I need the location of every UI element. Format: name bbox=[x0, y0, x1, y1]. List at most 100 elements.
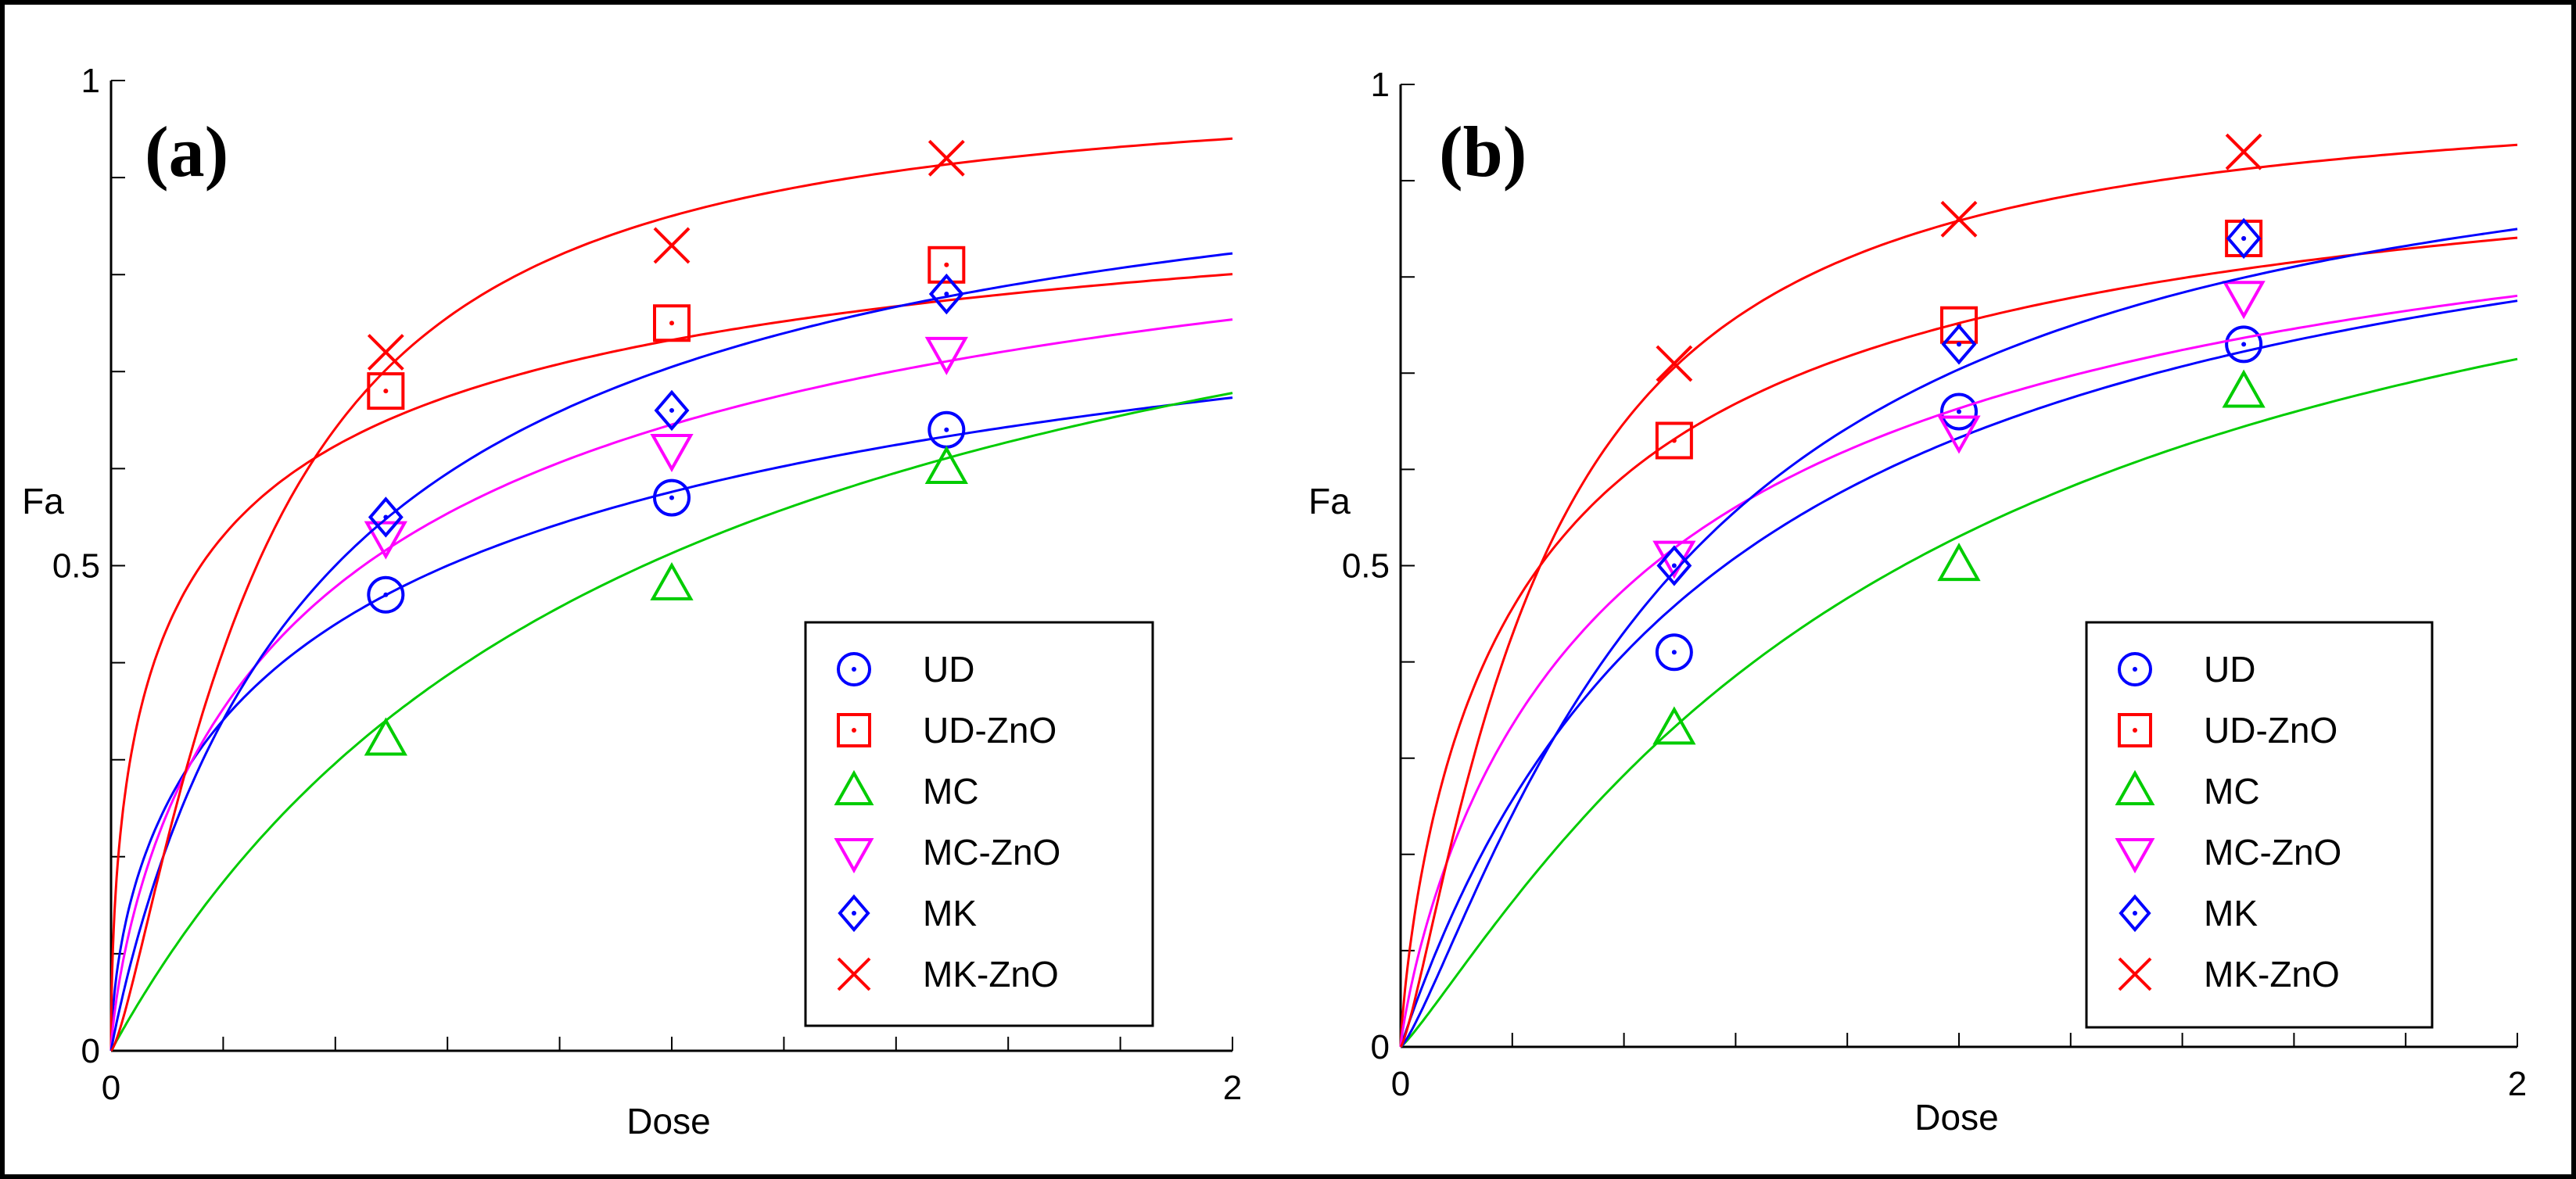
legend-label-mc-zno: MC-ZnO bbox=[923, 832, 1060, 873]
marker-center-dot bbox=[669, 321, 674, 326]
legend-marker-mc bbox=[2115, 769, 2155, 805]
data-point-ud bbox=[1655, 633, 1693, 672]
data-point-mk bbox=[2226, 217, 2262, 260]
data-point-mc bbox=[1652, 706, 1696, 745]
y-tick-label: 1 bbox=[81, 62, 100, 100]
legend-label-mk-zno: MK-ZnO bbox=[923, 954, 1059, 994]
data-point-mc bbox=[924, 446, 968, 484]
data-point-mc bbox=[650, 561, 694, 600]
marker-center-dot bbox=[852, 728, 856, 733]
marker-triangle-up-shape bbox=[2222, 369, 2266, 408]
marker-center-dot bbox=[1957, 409, 1961, 414]
data-point-mk-zno bbox=[927, 139, 965, 177]
y-axis-label: Fa bbox=[22, 481, 64, 521]
marker-square-shape bbox=[927, 245, 966, 284]
fit-curve-mc-zno bbox=[109, 318, 1233, 1052]
marker-circle-shape bbox=[2118, 652, 2152, 686]
data-point-mk bbox=[1941, 324, 1977, 365]
marker-diamond-shape bbox=[368, 496, 404, 538]
marker-center-dot bbox=[1957, 342, 1961, 347]
marker-diamond-shape bbox=[1941, 324, 1977, 365]
y-tick-label: 0.5 bbox=[1342, 547, 1390, 586]
marker-center-dot bbox=[383, 514, 389, 520]
marker-center-dot bbox=[852, 667, 856, 672]
marker-diamond-shape bbox=[2119, 894, 2151, 933]
marker-cross-stroke bbox=[2118, 957, 2152, 991]
legend-marker-mc-zno bbox=[834, 838, 874, 874]
y-axis-label: Fa bbox=[1308, 481, 1351, 521]
marker-diamond-shape bbox=[928, 273, 964, 315]
marker-triangle-up-shape bbox=[834, 769, 874, 805]
legend-marker-ud bbox=[837, 652, 871, 686]
y-tick-label: 0 bbox=[1371, 1028, 1390, 1066]
marker-cross-stroke bbox=[653, 227, 691, 264]
fit-curve-mk-zno bbox=[110, 137, 1233, 1052]
legend-label-ud: UD bbox=[2204, 649, 2255, 690]
legend-marker-mc bbox=[834, 769, 874, 805]
fit-curve-ud bbox=[1399, 299, 2518, 1048]
marker-triangle-up-shape bbox=[1652, 706, 1696, 745]
marker-cross-stroke bbox=[2225, 133, 2262, 170]
marker-triangle-up-shape bbox=[924, 446, 968, 484]
panel-label: (a) bbox=[145, 112, 228, 192]
marker-center-dot bbox=[669, 407, 674, 413]
data-point-ud bbox=[2225, 325, 2263, 364]
data-point-ud-zno bbox=[1655, 421, 1693, 460]
data-point-mc-zno bbox=[924, 336, 968, 375]
fit-curve-mk bbox=[109, 252, 1233, 1052]
marker-center-dot bbox=[2133, 911, 2137, 916]
legend: UD UD-ZnO MC MC-ZnO MK MK-ZnO bbox=[2085, 621, 2434, 1029]
legend-marker-mk-zno bbox=[2118, 957, 2152, 991]
data-point-ud bbox=[927, 410, 966, 449]
marker-triangle-down-shape bbox=[650, 433, 694, 472]
marker-square-shape bbox=[653, 304, 691, 342]
marker-circle-shape bbox=[837, 652, 871, 686]
marker-center-dot bbox=[944, 292, 949, 297]
legend-label-mk: MK bbox=[2204, 893, 2258, 934]
marker-center-dot bbox=[1671, 650, 1677, 655]
marker-center-dot bbox=[1671, 438, 1677, 443]
marker-triangle-up-shape bbox=[364, 717, 407, 756]
data-point-ud-zno bbox=[927, 245, 966, 284]
legend-label-mc: MC bbox=[2204, 771, 2260, 812]
fit-curve-mc-zno bbox=[1399, 294, 2518, 1048]
marker-center-dot bbox=[944, 427, 949, 432]
legend-box bbox=[804, 621, 1154, 1027]
data-point-mk bbox=[928, 273, 964, 315]
marker-center-dot bbox=[2133, 728, 2137, 733]
data-point-mk-zno bbox=[2225, 133, 2262, 170]
x-tick-label: 2 bbox=[1223, 1069, 1242, 1107]
marker-triangle-down-shape bbox=[2222, 281, 2266, 320]
legend-label-ud-zno: UD-ZnO bbox=[923, 710, 1057, 751]
fit-curve-mk bbox=[1400, 228, 2518, 1048]
marker-cross-stroke bbox=[367, 334, 404, 371]
x-axis-label: Dose bbox=[626, 1101, 710, 1141]
fit-curve-mc bbox=[109, 392, 1233, 1052]
marker-triangle-down-shape bbox=[2115, 838, 2155, 874]
marker-diamond-shape bbox=[2226, 217, 2262, 260]
legend-label-mk-zno: MK-ZnO bbox=[2204, 954, 2340, 994]
data-point-mc bbox=[364, 717, 407, 756]
legend-marker-mc-zno bbox=[2115, 838, 2155, 874]
marker-diamond-shape bbox=[654, 389, 690, 432]
marker-triangle-down-shape bbox=[834, 838, 874, 874]
legend-marker-mk-zno bbox=[837, 957, 871, 991]
legend-marker-mk bbox=[2119, 894, 2151, 933]
data-point-mk-zno bbox=[1940, 200, 1978, 238]
marker-center-dot bbox=[2241, 235, 2247, 241]
data-point-mk-zno bbox=[1656, 345, 1693, 382]
marker-center-dot bbox=[2133, 667, 2137, 672]
marker-circle-shape bbox=[653, 478, 691, 517]
legend-label-mc-zno: MC-ZnO bbox=[2204, 832, 2341, 873]
marker-triangle-down-shape bbox=[1937, 415, 1981, 454]
legend-marker-ud bbox=[2118, 652, 2152, 686]
legend-label-mk: MK bbox=[923, 893, 977, 934]
legend-marker-ud-zno bbox=[2118, 713, 2152, 747]
legend-label-ud: UD bbox=[923, 649, 974, 690]
marker-triangle-up-shape bbox=[2115, 769, 2155, 805]
marker-square-shape bbox=[367, 372, 405, 410]
marker-circle-shape bbox=[2225, 325, 2263, 364]
marker-diamond-shape bbox=[838, 894, 870, 933]
marker-circle-shape bbox=[367, 575, 405, 614]
